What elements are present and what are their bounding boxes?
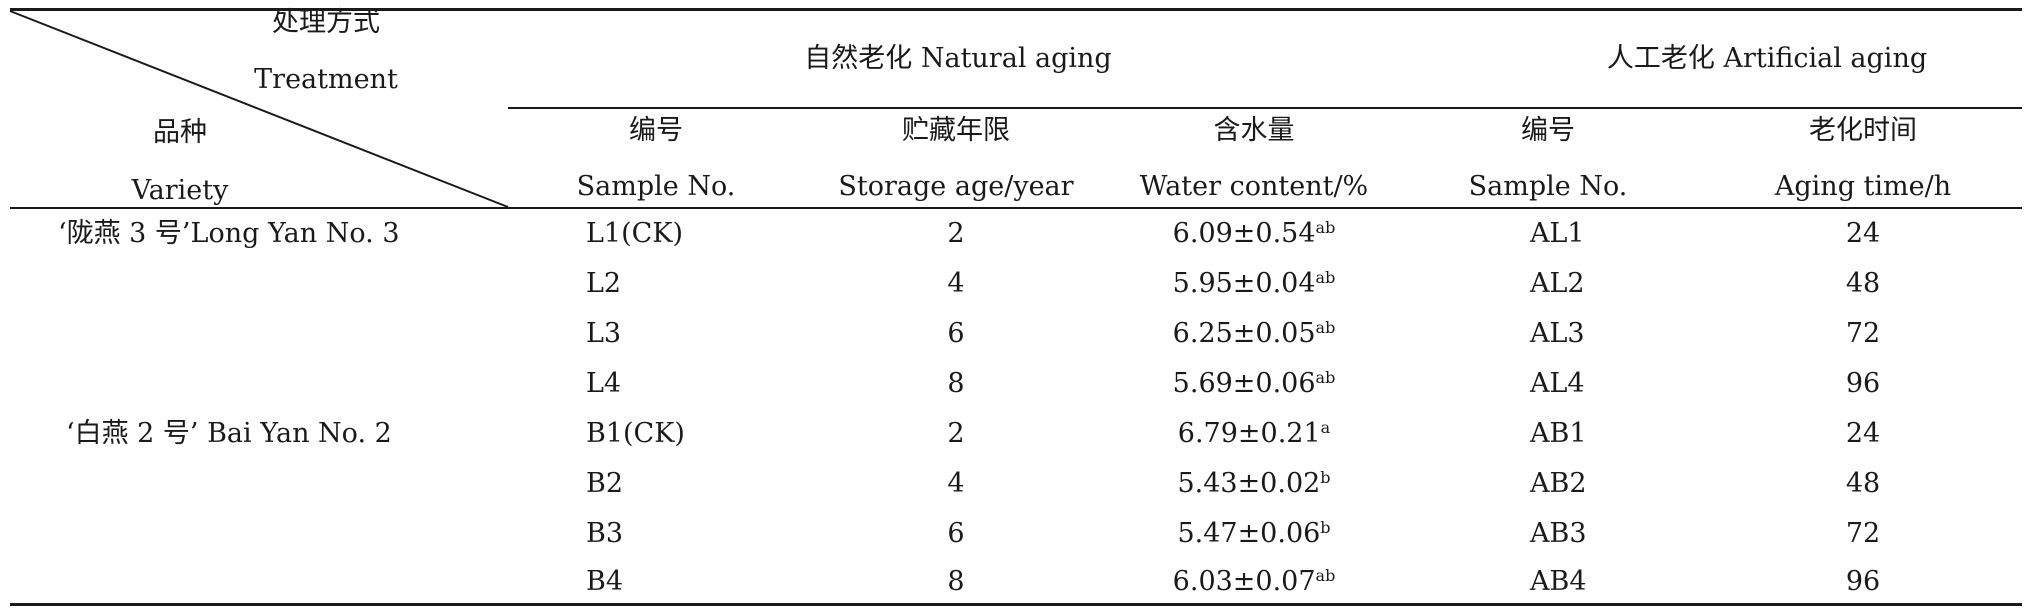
art-sample-cell: AL3 [1530, 318, 1585, 349]
sample-cell: B3 [586, 518, 624, 549]
col-storage-en: Storage age/year [838, 171, 1074, 202]
sample-cell: B1(CK) [586, 418, 685, 449]
water-cell: 6.79±0.21a [1178, 417, 1330, 451]
water-cell: 6.25±0.05ab [1173, 317, 1336, 351]
header-bottom-rule [10, 207, 2022, 209]
aging-time-cell: 24 [1845, 418, 1881, 449]
corner-diagonal-line [9, 10, 509, 208]
table-row: L4 8 5.69±0.06ab AL4 96 [0, 367, 2032, 407]
aging-time-cell: 48 [1845, 268, 1881, 299]
water-value: 6.79±0.21 [1177, 418, 1321, 449]
col-sample-no-en: Sample No. [576, 171, 736, 202]
significance-letter: ab [1315, 218, 1336, 237]
water-cell: 5.95±0.04ab [1173, 267, 1336, 301]
art-sample-cell: AL2 [1530, 268, 1585, 299]
water-value: 6.25±0.05 [1172, 318, 1316, 349]
sample-cell: L3 [586, 318, 622, 349]
water-value: 5.43±0.02 [1177, 468, 1321, 499]
col-art-sample-en: Sample No. [1468, 171, 1628, 202]
table-row: L3 6 6.25±0.05ab AL3 72 [0, 317, 2032, 357]
table-bottom-rule [10, 603, 2022, 606]
col-water-en: Water content/% [1139, 171, 1369, 202]
art-sample-cell: AB1 [1530, 418, 1587, 449]
col-sample-no-cn: 编号 [629, 115, 683, 146]
art-sample-cell: AB2 [1530, 468, 1587, 499]
aging-time-cell: 96 [1845, 368, 1881, 399]
sample-cell: B2 [586, 468, 624, 499]
water-value: 5.47±0.06 [1177, 518, 1321, 549]
aging-time-cell: 24 [1845, 218, 1881, 249]
significance-letter: b [1320, 518, 1331, 537]
table-row: B4 8 6.03±0.07ab AB4 96 [0, 565, 2032, 601]
aging-time-cell: 72 [1845, 318, 1881, 349]
significance-letter: ab [1315, 318, 1336, 337]
storage-cell: 6 [947, 318, 965, 349]
significance-letter: ab [1315, 566, 1336, 585]
table-row: L2 4 5.95±0.04ab AL2 48 [0, 267, 2032, 307]
storage-cell: 8 [947, 566, 965, 597]
significance-letter: ab [1315, 268, 1336, 287]
corner-variety-cn: 品种 [153, 117, 207, 148]
water-cell: 5.47±0.06b [1177, 517, 1330, 551]
significance-letter: a [1320, 418, 1331, 437]
art-sample-cell: AB3 [1530, 518, 1587, 549]
sample-cell: L4 [586, 368, 622, 399]
significance-letter: b [1320, 468, 1331, 487]
col-art-sample-cn: 编号 [1521, 115, 1575, 146]
art-sample-cell: AB4 [1530, 566, 1587, 597]
corner-variety-en: Variety [131, 175, 229, 206]
col-aging-time-en: Aging time/h [1774, 171, 1952, 202]
table-row: B2 4 5.43±0.02b AB2 48 [0, 467, 2032, 507]
sample-cell: L1(CK) [586, 218, 684, 249]
water-value: 5.95±0.04 [1172, 268, 1316, 299]
aging-time-cell: 72 [1845, 518, 1881, 549]
storage-cell: 2 [947, 418, 965, 449]
art-sample-cell: AL1 [1530, 218, 1585, 249]
table-top-rule [10, 8, 2022, 11]
col-storage-cn: 贮藏年限 [902, 115, 1010, 146]
artificial-aging-header: 人工老化 Artificial aging [1606, 43, 1928, 74]
storage-cell: 4 [947, 468, 965, 499]
variety-cell: ‘陇燕 3 号’Long Yan No. 3 [58, 218, 400, 249]
col-aging-time-cn: 老化时间 [1809, 115, 1917, 146]
table-row: B3 6 5.47±0.06b AB3 72 [0, 517, 2032, 557]
art-sample-cell: AL4 [1530, 368, 1585, 399]
water-cell: 5.43±0.02b [1177, 467, 1330, 501]
water-value: 5.69±0.06 [1172, 368, 1316, 399]
aging-time-cell: 96 [1845, 566, 1881, 597]
aging-time-cell: 48 [1845, 468, 1881, 499]
variety-cell: ‘白燕 2 号’ Bai Yan No. 2 [66, 418, 392, 449]
sample-cell: B4 [586, 566, 624, 597]
water-cell: 6.03±0.07ab [1173, 565, 1336, 599]
water-cell: 5.69±0.06ab [1173, 367, 1336, 401]
water-value: 6.09±0.54 [1172, 218, 1316, 249]
corner-treatment-cn: 处理方式 [272, 7, 380, 38]
table-row: ‘陇燕 3 号’Long Yan No. 3 L1(CK) 2 6.09±0.5… [0, 217, 2032, 257]
natural-aging-header: 自然老化 Natural aging [804, 43, 1112, 74]
storage-cell: 8 [947, 368, 965, 399]
storage-cell: 4 [947, 268, 965, 299]
water-cell: 6.09±0.54ab [1173, 217, 1336, 251]
group-header-rule [508, 107, 2022, 109]
storage-cell: 6 [947, 518, 965, 549]
water-value: 6.03±0.07 [1172, 566, 1316, 597]
col-water-cn: 含水量 [1213, 115, 1295, 146]
significance-letter: ab [1315, 368, 1336, 387]
sample-cell: L2 [586, 268, 622, 299]
table-row: ‘白燕 2 号’ Bai Yan No. 2 B1(CK) 2 6.79±0.2… [0, 417, 2032, 457]
corner-treatment-en: Treatment [254, 64, 398, 95]
storage-cell: 2 [947, 218, 965, 249]
